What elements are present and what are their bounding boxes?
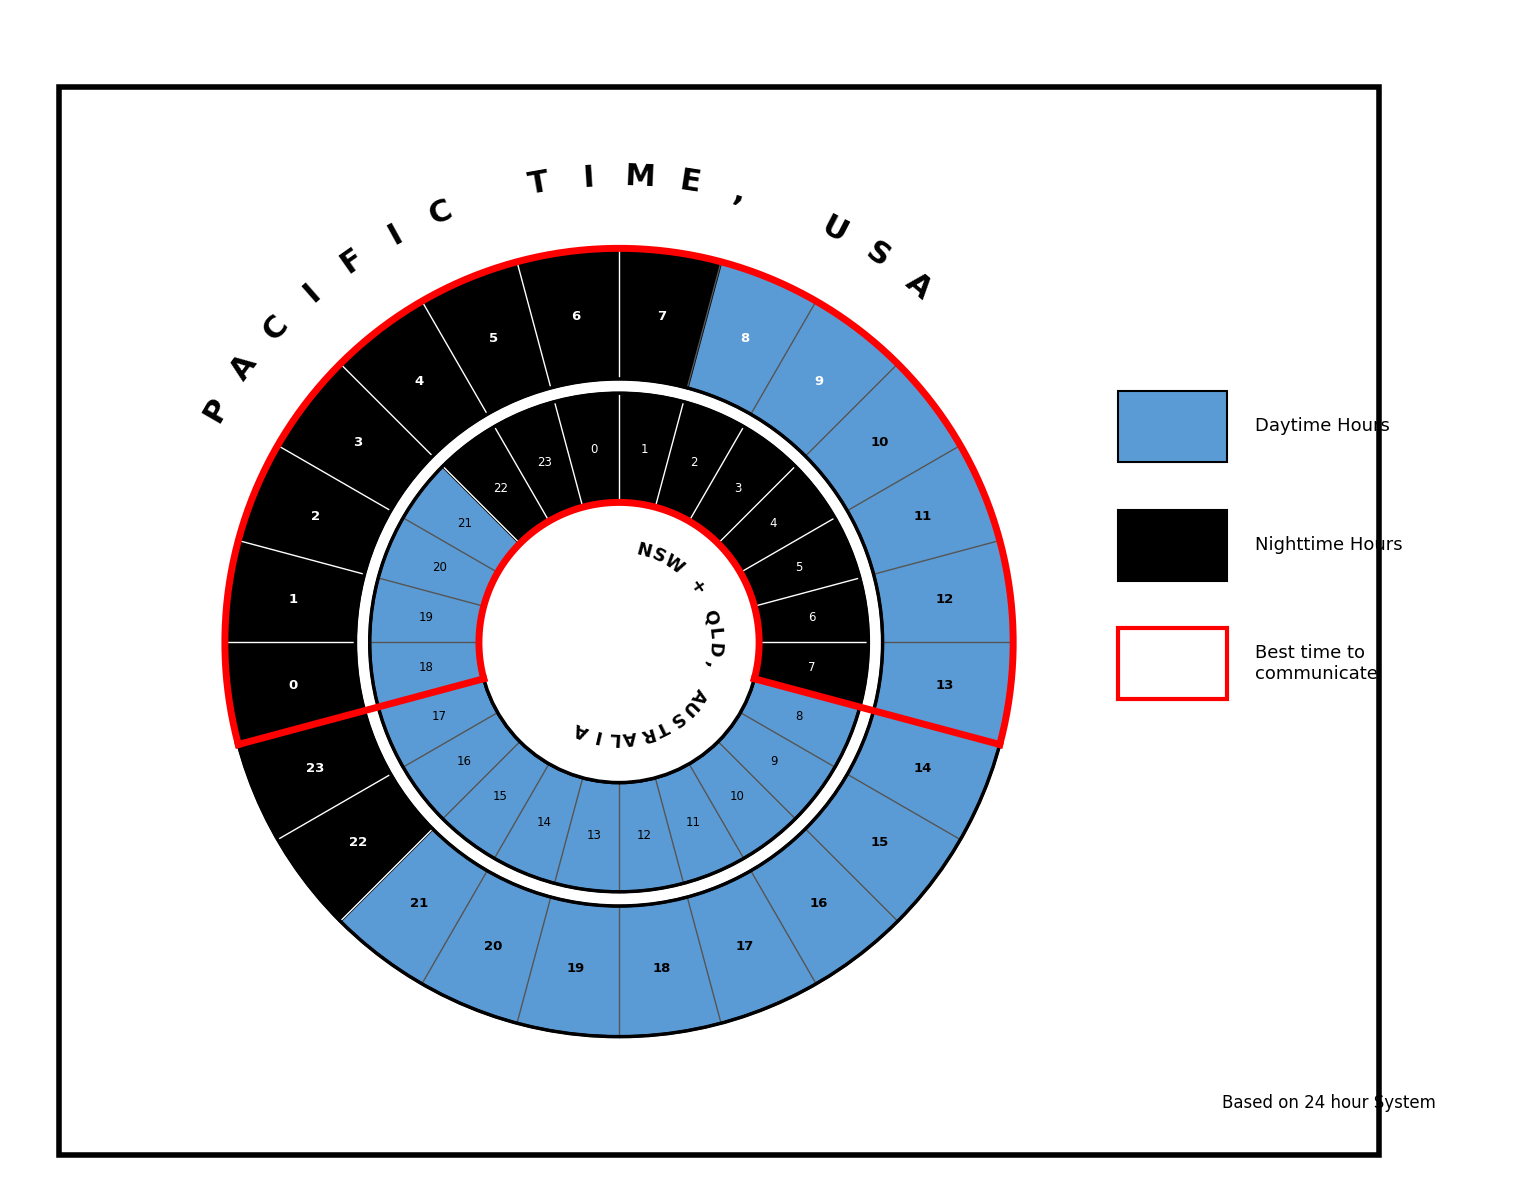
Text: 1: 1 bbox=[288, 593, 297, 606]
Text: F: F bbox=[335, 244, 369, 280]
Wedge shape bbox=[370, 466, 860, 891]
Text: 15: 15 bbox=[493, 790, 509, 803]
Text: I: I bbox=[299, 278, 326, 307]
Text: 19: 19 bbox=[419, 610, 434, 624]
Text: Q: Q bbox=[699, 607, 722, 627]
Wedge shape bbox=[340, 262, 1013, 1036]
Text: L: L bbox=[704, 626, 723, 639]
Text: 5: 5 bbox=[489, 332, 498, 345]
Text: 7: 7 bbox=[809, 662, 816, 675]
Text: 1: 1 bbox=[641, 443, 649, 456]
Text: 4: 4 bbox=[769, 518, 777, 531]
Circle shape bbox=[478, 502, 758, 783]
Text: ,: , bbox=[702, 660, 720, 671]
Text: Best time to
communicate: Best time to communicate bbox=[1255, 645, 1378, 683]
Text: 21: 21 bbox=[457, 518, 472, 531]
Text: +: + bbox=[685, 576, 708, 599]
Text: I: I bbox=[582, 163, 595, 193]
Text: Based on 24 hour System: Based on 24 hour System bbox=[1221, 1094, 1436, 1113]
Text: 3: 3 bbox=[734, 482, 742, 495]
Text: 10: 10 bbox=[871, 436, 889, 449]
Text: A: A bbox=[573, 719, 592, 741]
Text: A: A bbox=[687, 684, 710, 706]
Text: 8: 8 bbox=[795, 710, 803, 724]
Text: Daytime Hours: Daytime Hours bbox=[1255, 418, 1390, 436]
Text: 9: 9 bbox=[769, 754, 777, 768]
Text: 16: 16 bbox=[457, 754, 472, 768]
Text: 2: 2 bbox=[690, 456, 698, 469]
Wedge shape bbox=[443, 393, 868, 707]
Text: 6: 6 bbox=[571, 309, 580, 322]
Text: 20: 20 bbox=[431, 562, 446, 575]
Text: 6: 6 bbox=[809, 610, 816, 624]
Text: Nighttime Hours: Nighttime Hours bbox=[1255, 537, 1403, 555]
Text: 10: 10 bbox=[730, 790, 745, 803]
Text: 12: 12 bbox=[937, 593, 955, 606]
Text: 3: 3 bbox=[353, 436, 362, 449]
Text: 21: 21 bbox=[410, 897, 428, 910]
Text: A: A bbox=[225, 349, 262, 386]
Text: 5: 5 bbox=[795, 562, 803, 575]
Text: 16: 16 bbox=[810, 897, 829, 910]
Text: 18: 18 bbox=[653, 962, 672, 975]
Text: 23: 23 bbox=[306, 762, 324, 775]
Text: L: L bbox=[608, 728, 620, 746]
Text: 11: 11 bbox=[914, 511, 932, 524]
Text: 15: 15 bbox=[871, 837, 889, 850]
Text: T: T bbox=[525, 168, 551, 200]
FancyBboxPatch shape bbox=[1118, 628, 1228, 700]
Text: I: I bbox=[384, 219, 407, 250]
Text: W: W bbox=[659, 551, 687, 577]
Text: E: E bbox=[678, 167, 702, 199]
Text: 13: 13 bbox=[586, 829, 602, 843]
Text: D: D bbox=[704, 641, 723, 658]
Text: 9: 9 bbox=[815, 375, 824, 388]
Text: T: T bbox=[652, 716, 672, 738]
Text: 14: 14 bbox=[914, 762, 932, 775]
Text: U: U bbox=[676, 696, 699, 720]
FancyBboxPatch shape bbox=[59, 87, 1378, 1155]
Text: P: P bbox=[198, 393, 235, 427]
Text: 2: 2 bbox=[311, 511, 320, 524]
Text: 19: 19 bbox=[567, 962, 585, 975]
Text: A: A bbox=[900, 268, 937, 305]
Text: 4: 4 bbox=[414, 375, 423, 388]
Text: ,: , bbox=[730, 177, 749, 208]
Text: 22: 22 bbox=[493, 482, 509, 495]
Text: M: M bbox=[623, 162, 655, 193]
Text: A: A bbox=[623, 727, 638, 746]
Text: 17: 17 bbox=[736, 940, 754, 953]
Text: S: S bbox=[664, 708, 685, 731]
Text: 22: 22 bbox=[349, 837, 367, 850]
Text: 12: 12 bbox=[637, 829, 652, 843]
Text: C: C bbox=[425, 195, 457, 230]
Wedge shape bbox=[225, 249, 720, 921]
Text: 14: 14 bbox=[538, 816, 551, 829]
Text: C: C bbox=[257, 311, 294, 346]
Text: 0: 0 bbox=[288, 679, 297, 691]
Text: R: R bbox=[637, 724, 655, 744]
Text: 20: 20 bbox=[484, 940, 503, 953]
Text: I: I bbox=[592, 726, 603, 745]
Text: 0: 0 bbox=[589, 443, 597, 456]
FancyBboxPatch shape bbox=[1118, 509, 1228, 581]
Text: 18: 18 bbox=[419, 662, 434, 675]
Text: N: N bbox=[634, 540, 653, 562]
Text: 11: 11 bbox=[685, 816, 701, 829]
FancyBboxPatch shape bbox=[1118, 390, 1228, 462]
Text: S: S bbox=[649, 545, 669, 568]
Text: S: S bbox=[860, 237, 896, 274]
Text: 17: 17 bbox=[431, 710, 446, 724]
Text: 23: 23 bbox=[538, 456, 551, 469]
Text: 8: 8 bbox=[740, 332, 749, 345]
Text: 13: 13 bbox=[937, 679, 955, 691]
Text: U: U bbox=[816, 211, 851, 249]
Text: 7: 7 bbox=[658, 309, 667, 322]
